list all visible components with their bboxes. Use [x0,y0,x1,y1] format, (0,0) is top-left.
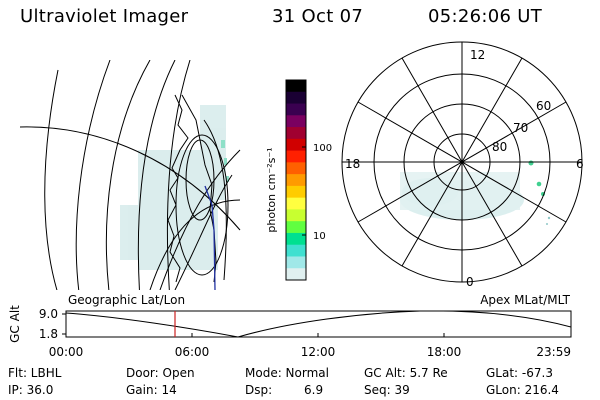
mlt-label-18: 18 [345,157,360,171]
ground-track [204,185,216,290]
mlt-label-6: 6 [576,157,584,171]
colorbar-cell [286,127,306,140]
xticks [65,333,572,337]
colorbar-cell [286,268,306,281]
colorbar-cell [286,185,306,199]
colorbar-cell [286,174,306,187]
dsp-value: 6.9 [304,383,324,397]
door-label: Door: Open [126,366,195,380]
xtick-label-2359: 23:59 [536,345,571,359]
xtick-label-1200: 12:00 [301,345,336,359]
colorbar-cell [286,91,306,105]
mlt-label-12: 12 [470,48,485,62]
colorbar-cell [286,197,306,210]
gcalt-label: GC Alt: 5.7 Re [364,366,448,380]
colorbar-cell [286,244,306,257]
colorbar-cell [286,209,306,222]
colorbar-tick-label-10: 10 [313,231,326,242]
lat-label-60: 60 [536,99,551,113]
apex-title: Apex MLat/MLT [480,293,570,307]
coastline [167,94,217,283]
colorbar-cell [286,80,306,93]
mlt-label-0: 0 [466,275,474,289]
xtick-label-0600: 06:00 [175,345,210,359]
colorbar-cell [286,162,306,175]
fov-edge [203,119,227,281]
date-label: 31 Oct 07 [272,6,364,27]
colorbar: 100 10 photon cm⁻²s⁻¹ [265,79,332,281]
colorbar-cell [286,232,306,246]
instrument-title: Ultraviolet Imager [20,6,189,27]
lat-label-70: 70 [513,121,528,135]
gain-label: Gain: 14 [126,383,177,397]
xtick-label-0000: 00:00 [49,345,84,359]
colorbar-cell [286,256,306,269]
ytick-label-9: 9.0 [39,307,58,321]
colorbar-unit-label: photon cm⁻²s⁻¹ [265,147,278,232]
polar-grid [341,41,583,283]
altitude-plot: Geographic Lat/Lon Apex MLat/MLT 9.0 1.8… [8,293,572,359]
seq-label: Seq: 39 [364,383,410,397]
colorbar-tick-label-100: 100 [313,143,332,154]
colorbar-cell [286,115,306,128]
geographic-map [20,60,241,290]
polar-plot: 12 6 0 18 60 70 80 [341,41,584,289]
colorbar-gradient [286,80,306,281]
uv-emission-bright [221,140,229,182]
glon-label: GLon: 216.4 [486,383,559,397]
flt-label: Flt: LBHL [8,366,62,380]
dsp-label: Dsp: [245,383,273,397]
geographic-title: Geographic Lat/Lon [68,293,185,307]
time-label: 05:26:06 UT [428,6,543,27]
altitude-curve [66,311,571,337]
ip-label: IP: 36.0 [8,383,54,397]
colorbar-cell [286,138,306,152]
polar-emission [400,160,551,225]
colorbar-cell [286,103,306,116]
colorbar-cell [286,150,306,163]
lat-label-80: 80 [492,140,507,154]
xtick-label-1800: 18:00 [427,345,462,359]
altitude-ylabel: GC Alt [8,305,22,343]
colorbar-frame [285,79,307,281]
ytick-label-1: 1.8 [39,327,58,341]
mode-label: Mode: Normal [245,366,329,380]
colorbar-cell [286,221,306,234]
glat-label: GLat: -67.3 [486,366,553,380]
meridian-grid [20,60,241,290]
